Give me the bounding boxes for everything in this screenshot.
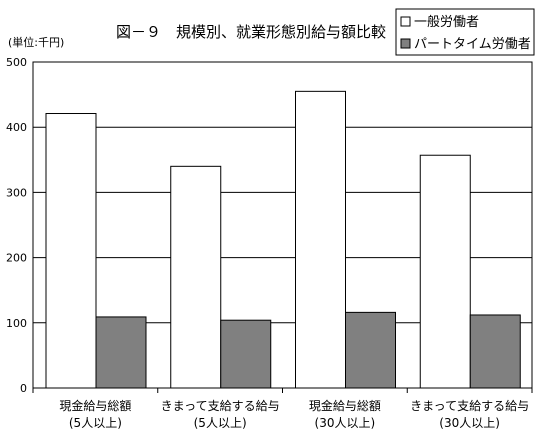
bar-part-time-worker bbox=[469, 314, 521, 389]
chart-title: 図－９ 規模別、就業形態別給与額比較 bbox=[116, 23, 386, 41]
bar-general-worker bbox=[419, 154, 471, 389]
y-tick-label: 500 bbox=[6, 56, 27, 69]
plot-area: 0 100 200 300 400 500 現金給与総額 (5人以上) きまって支給する給与 (5… bbox=[6, 56, 533, 430]
y-tick-label: 400 bbox=[6, 121, 27, 134]
legend-swatch bbox=[400, 38, 411, 49]
x-category-label: (30人以上) bbox=[315, 416, 376, 430]
legend-box bbox=[395, 8, 535, 56]
legend-label: パートタイム労働者 bbox=[414, 37, 531, 52]
legend-swatch bbox=[400, 16, 411, 27]
bar-general-worker bbox=[170, 165, 222, 389]
legend-label: 一般労働者 bbox=[414, 14, 479, 30]
y-tick-label: 0 bbox=[20, 382, 27, 395]
x-category-label: きまって支給する給与 bbox=[161, 399, 280, 413]
x-category-label: きまって支給する給与 bbox=[410, 399, 529, 413]
x-category-label: 現金給与総額 bbox=[309, 398, 381, 413]
y-tick-label: 100 bbox=[6, 317, 27, 330]
bar-part-time-worker bbox=[220, 319, 272, 389]
x-category-label: (5人以上) bbox=[69, 416, 122, 430]
y-tick-label: 300 bbox=[6, 186, 27, 199]
x-category-label: (30人以上) bbox=[439, 416, 500, 430]
bar-general-worker bbox=[295, 90, 346, 389]
unit-label: (単位:千円) bbox=[8, 35, 64, 49]
bar-part-time-worker bbox=[95, 316, 147, 389]
bar-general-worker bbox=[45, 113, 97, 389]
x-category-label: (5人以上) bbox=[194, 416, 247, 430]
x-category-label: 現金給与総額 bbox=[59, 398, 131, 413]
bar-part-time-worker bbox=[345, 311, 396, 389]
y-tick-label: 200 bbox=[6, 252, 27, 265]
